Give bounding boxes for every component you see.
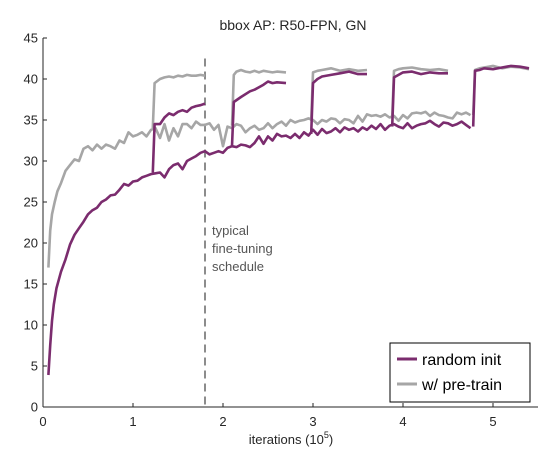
- annotation: typical fine-tuning schedule: [212, 223, 273, 274]
- y-tick-label: 25: [24, 195, 38, 210]
- random-init-line-segment-3: [309, 70, 367, 134]
- x-axis-label-exponent: 5: [324, 430, 329, 440]
- y-tick-label: 0: [31, 400, 38, 415]
- pretrain-line-segment-3: [309, 67, 368, 121]
- pretrain-line-segment-0: [47, 110, 472, 268]
- pretrain-line-segment-1: [151, 73, 206, 129]
- x-tick-label: 1: [129, 414, 136, 429]
- annotation-line-3: schedule: [212, 259, 264, 274]
- x-tick-label: 3: [309, 414, 316, 429]
- pretrain-line-segment-5: [471, 64, 530, 116]
- series-lines: [47, 64, 530, 376]
- y-tick-label: 45: [24, 31, 38, 46]
- x-axis-label-text: iterations (10: [249, 432, 324, 447]
- x-axis-label-end: ): [329, 432, 333, 447]
- x-tick-label: 4: [399, 414, 406, 429]
- random-init-line-segment-5: [471, 64, 530, 127]
- legend: random init w/ pre-train: [389, 342, 531, 403]
- y-tick-label: 30: [24, 154, 38, 169]
- random-init-line-segment-2: [230, 80, 287, 147]
- y-tick-label: 10: [24, 318, 38, 333]
- y-tick-label: 20: [24, 236, 38, 251]
- x-tick-label: 0: [39, 414, 46, 429]
- x-tick-label: 5: [489, 414, 496, 429]
- y-tick-label: 5: [31, 359, 38, 374]
- pretrain-line-segment-4: [390, 66, 449, 118]
- svg-text:iterations (105): iterations (105): [249, 430, 334, 447]
- random-init-line-segment-0: [47, 119, 472, 376]
- random-init-line-segment-1: [151, 102, 206, 173]
- random-init-line-segment-4: [390, 70, 448, 127]
- chart-title: bbox AP: R50-FPN, GN: [219, 17, 366, 33]
- legend-label-pretrain: w/ pre-train: [421, 377, 502, 394]
- y-tick-label: 40: [24, 72, 38, 87]
- legend-box: [389, 342, 531, 403]
- legend-label-random-init: random init: [422, 352, 502, 369]
- x-tick-label: 2: [219, 414, 226, 429]
- y-tick-label: 35: [24, 113, 38, 128]
- plot-area: [42, 38, 538, 408]
- y-tick-label: 15: [24, 277, 38, 292]
- annotation-line-1: typical: [212, 223, 249, 238]
- x-axis-label: iterations (105): [249, 430, 334, 447]
- annotation-line-2: fine-tuning: [212, 241, 273, 256]
- pretrain-line-segment-2: [230, 68, 287, 126]
